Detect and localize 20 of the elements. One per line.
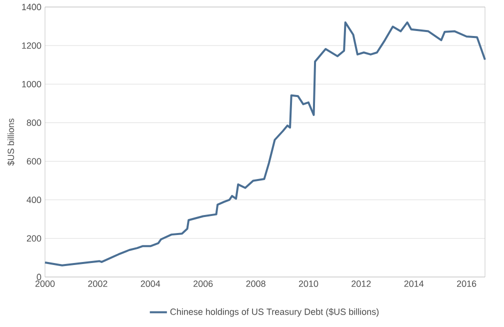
legend-label: Chinese holdings of US Treasury Debt ($US billions) [170, 308, 379, 317]
line-series [44, 21, 486, 266]
x-tick-label: 2004 [140, 280, 160, 287]
x-tick-label: 2006 [194, 280, 213, 287]
y-tick-label: 1200 [22, 42, 42, 49]
y-tick-label: 1400 [22, 4, 42, 10]
y-axis-title: $US billions [7, 118, 15, 166]
x-tick-label: 2008 [246, 280, 266, 287]
x-tick-label: 2016 [456, 280, 476, 287]
x-tick-label: 2000 [35, 280, 55, 287]
y-tick-label: 1000 [22, 80, 42, 88]
x-tick-label: 2002 [88, 280, 108, 287]
y-tick-label: 400 [26, 196, 42, 204]
x-tick-label: 2014 [404, 280, 424, 287]
x-tick-label: 2012 [352, 280, 371, 287]
y-tick-label: 600 [26, 158, 42, 164]
y-tick-label: 200 [26, 235, 42, 242]
y-tick-label: 0 [36, 274, 42, 280]
x-tick-label: 2010 [298, 280, 318, 287]
y-tick-label: 800 [26, 120, 42, 126]
